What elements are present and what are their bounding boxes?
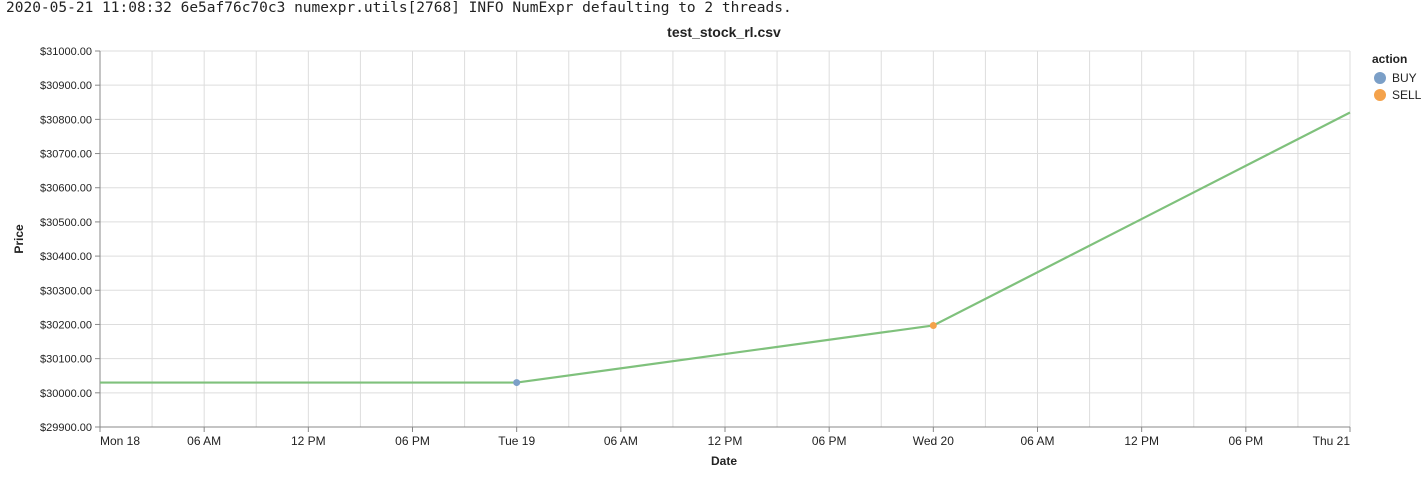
x-tick-label: 06 PM bbox=[1228, 434, 1263, 448]
y-tick-label: $30500.00 bbox=[40, 217, 92, 229]
points-layer bbox=[513, 321, 937, 387]
x-tick-label: 12 PM bbox=[291, 434, 326, 448]
y-tick-label: $30600.00 bbox=[40, 183, 92, 195]
y-tick-label: $31000.00 bbox=[40, 46, 92, 58]
legend-label-sell: SELL bbox=[1392, 88, 1422, 102]
log-output-line: 2020-05-21 11:08:32 6e5af76c70c3 numexpr… bbox=[6, 0, 792, 16]
y-tick-label: $29900.00 bbox=[40, 422, 92, 434]
legend-swatch-buy bbox=[1374, 72, 1386, 84]
x-tick-label: 06 AM bbox=[1020, 434, 1054, 448]
x-tick-label: Mon 18 bbox=[100, 434, 140, 448]
x-tick-label: 06 AM bbox=[187, 434, 221, 448]
axes: $29900.00 $30000.00 $30100.00 $30200.00 $303… bbox=[40, 46, 1351, 448]
legend-title: action bbox=[1372, 52, 1407, 66]
x-tick-label: Tue 19 bbox=[498, 434, 535, 448]
series-layer bbox=[100, 111, 1351, 384]
legend: action BUY SELL bbox=[1372, 52, 1422, 102]
x-tick-label: 06 PM bbox=[812, 434, 847, 448]
y-axis-label: Price bbox=[12, 224, 26, 254]
x-tick-label: Thu 21 bbox=[1313, 434, 1351, 448]
x-axis-label: Date bbox=[711, 454, 737, 468]
legend-swatch-sell bbox=[1374, 89, 1386, 101]
x-tick-label: 06 AM bbox=[604, 434, 638, 448]
price-line bbox=[100, 111, 1351, 384]
action-point-buy bbox=[513, 379, 521, 387]
y-tick-label: $30300.00 bbox=[40, 285, 92, 297]
y-tick-label: $30800.00 bbox=[40, 114, 92, 126]
grid-lines bbox=[99, 50, 1351, 428]
action-point-sell bbox=[929, 321, 937, 329]
y-tick-label: $30100.00 bbox=[40, 354, 92, 366]
x-tick-label: 12 PM bbox=[708, 434, 743, 448]
y-tick-label: $30900.00 bbox=[40, 80, 92, 92]
chart-title: test_stock_rl.csv bbox=[667, 24, 781, 40]
x-tick-label: Wed 20 bbox=[913, 434, 954, 448]
y-tick-label: $30200.00 bbox=[40, 319, 92, 331]
y-tick-label: $30000.00 bbox=[40, 388, 92, 400]
y-tick-label: $30400.00 bbox=[40, 251, 92, 263]
y-tick-label: $30700.00 bbox=[40, 149, 92, 161]
legend-label-buy: BUY bbox=[1392, 71, 1417, 85]
x-tick-label: 12 PM bbox=[1124, 434, 1159, 448]
x-tick-label: 06 PM bbox=[395, 434, 430, 448]
